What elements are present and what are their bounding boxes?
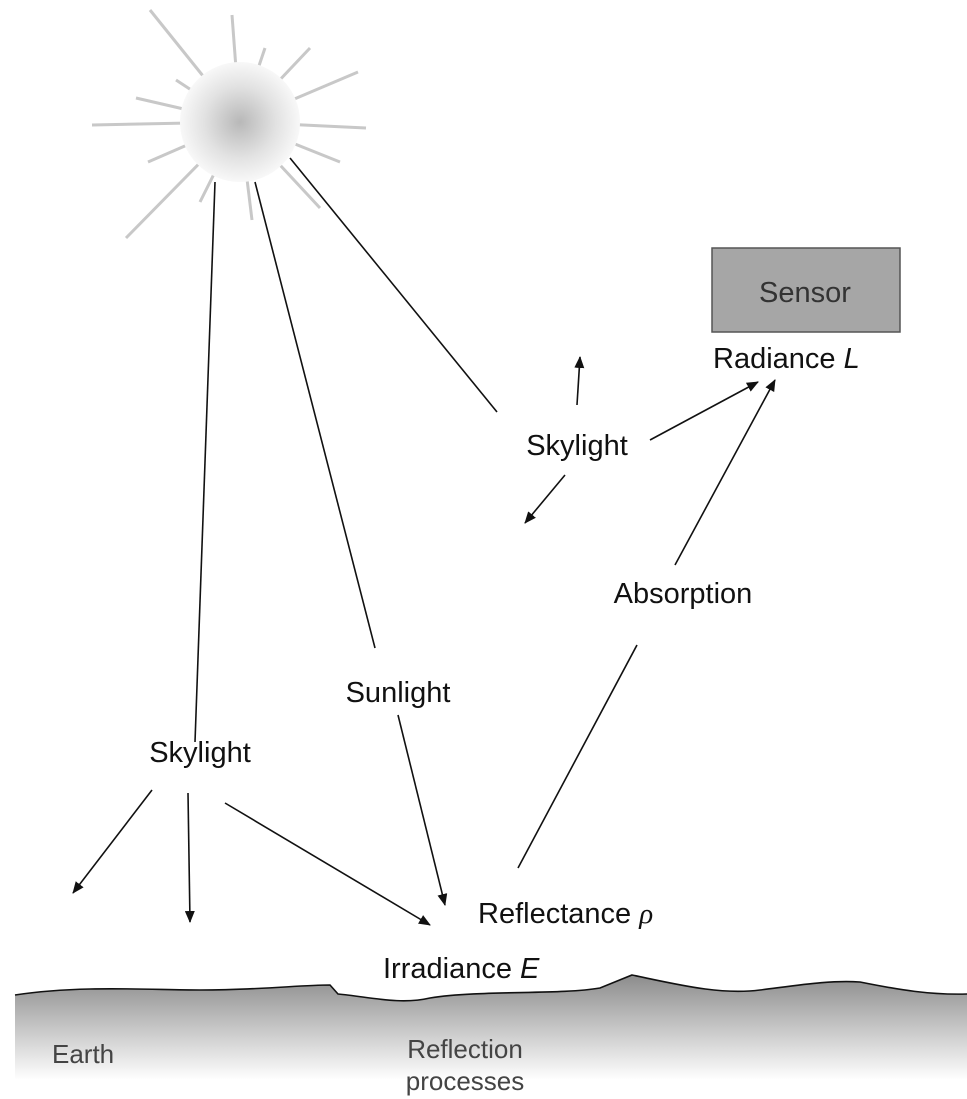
- radiance-symbol: L: [844, 343, 860, 375]
- earth-surface: [14, 974, 967, 1080]
- radiance-text: Radiance: [713, 343, 844, 375]
- radiance-label: Radiance L: [713, 343, 860, 375]
- irradiance-symbol: E: [520, 953, 540, 985]
- irradiance-text: Irradiance: [383, 953, 520, 985]
- earth-label: Earth: [52, 1039, 114, 1069]
- reflection-processes-line: processes: [406, 1066, 525, 1096]
- sun: [91, 9, 367, 240]
- reflectance-label: Reflectance ρ: [478, 898, 653, 930]
- sensor: [711, 247, 901, 333]
- skylight-upper-label: Skylight: [526, 430, 628, 462]
- sunlight-label: Sunlight: [346, 677, 451, 709]
- absorption-label: Absorption: [614, 578, 753, 610]
- irradiance-label: Irradiance E: [383, 953, 540, 985]
- reflectance-text: Reflectance: [478, 898, 639, 930]
- reflection-processes-line: Reflection: [407, 1034, 523, 1064]
- skylight-lower-label: Skylight: [149, 737, 251, 769]
- sensor-label: Sensor: [759, 277, 851, 309]
- reflectance-symbol: ρ: [638, 898, 653, 930]
- light-paths: [72, 157, 776, 926]
